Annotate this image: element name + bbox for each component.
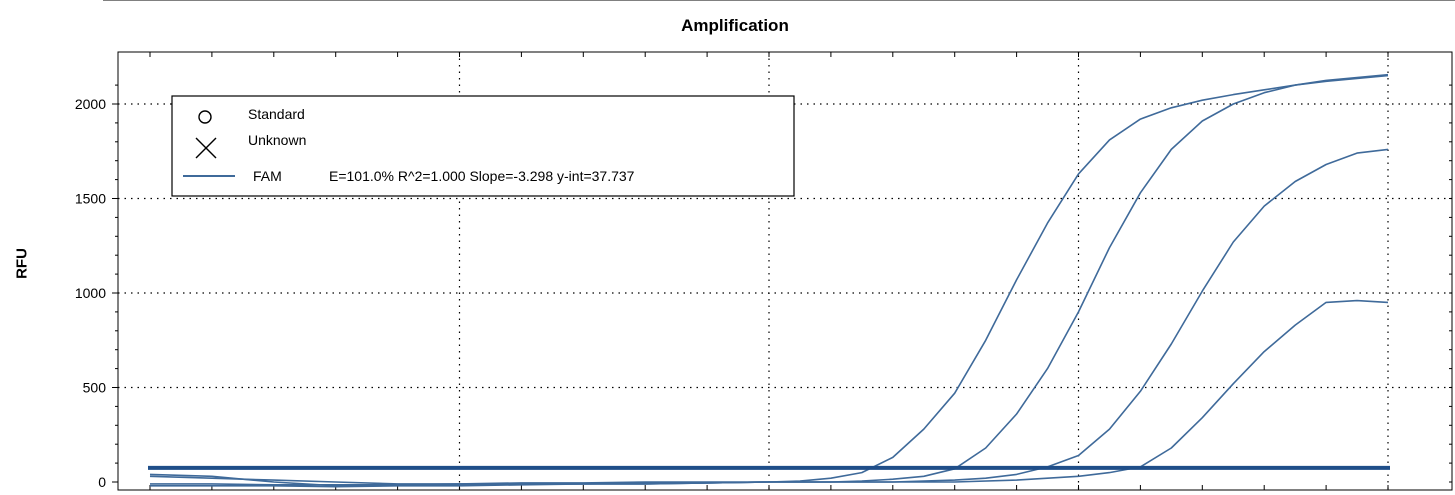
y-tick-label: 2000 [75, 96, 106, 112]
legend-label-unknown: Unknown [248, 132, 306, 148]
chart-title: Amplification [681, 16, 789, 35]
amplification-curve-3 [149, 148, 1389, 485]
legend-box [171, 95, 795, 197]
top-border [103, 0, 1455, 1]
legend-label-fam: FAM [253, 168, 282, 184]
legend-x-marker [195, 137, 217, 159]
y-tick-label: 500 [83, 380, 107, 396]
legend-circle-marker [198, 110, 212, 124]
y-tick-label: 1000 [75, 285, 106, 301]
legend-stats: E=101.0% R^2=1.000 Slope=-3.298 y-int=37… [329, 168, 635, 184]
amplification-curve-2 [150, 73, 1389, 488]
series-group [148, 73, 1390, 488]
y-tick-label: 0 [98, 474, 106, 490]
amplification-curve-4 [150, 299, 1389, 486]
y-tick-label: 1500 [75, 191, 106, 207]
legend-label-standard: Standard [248, 106, 305, 122]
